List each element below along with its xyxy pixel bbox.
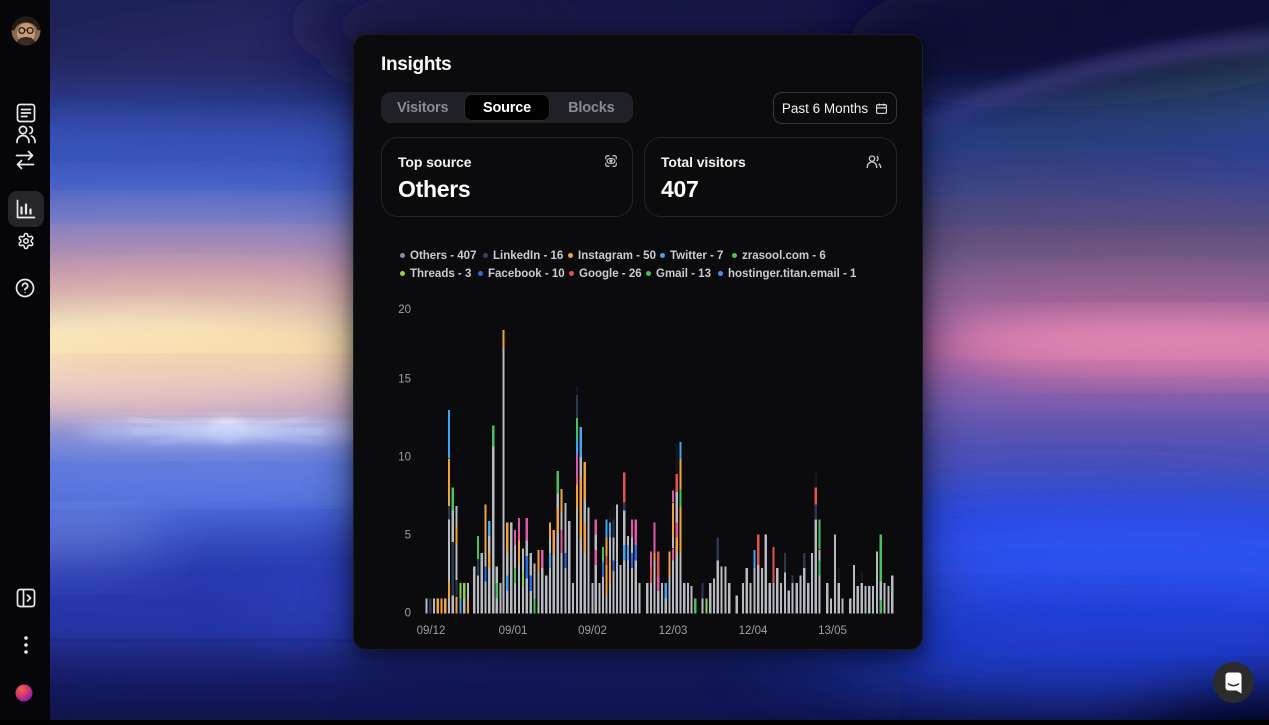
svg-text:5: 5 xyxy=(405,530,411,542)
svg-text:0: 0 xyxy=(405,608,411,620)
svg-text:10: 10 xyxy=(398,452,411,464)
svg-text:13/05: 13/05 xyxy=(818,625,847,637)
svg-text:09/02: 09/02 xyxy=(578,625,607,637)
svg-text:12/04: 12/04 xyxy=(739,625,768,637)
svg-text:15: 15 xyxy=(398,374,411,386)
svg-text:12/03: 12/03 xyxy=(659,625,688,637)
svg-text:09/01: 09/01 xyxy=(499,625,528,637)
svg-text:09/12: 09/12 xyxy=(417,625,446,637)
svg-text:20: 20 xyxy=(398,304,411,316)
